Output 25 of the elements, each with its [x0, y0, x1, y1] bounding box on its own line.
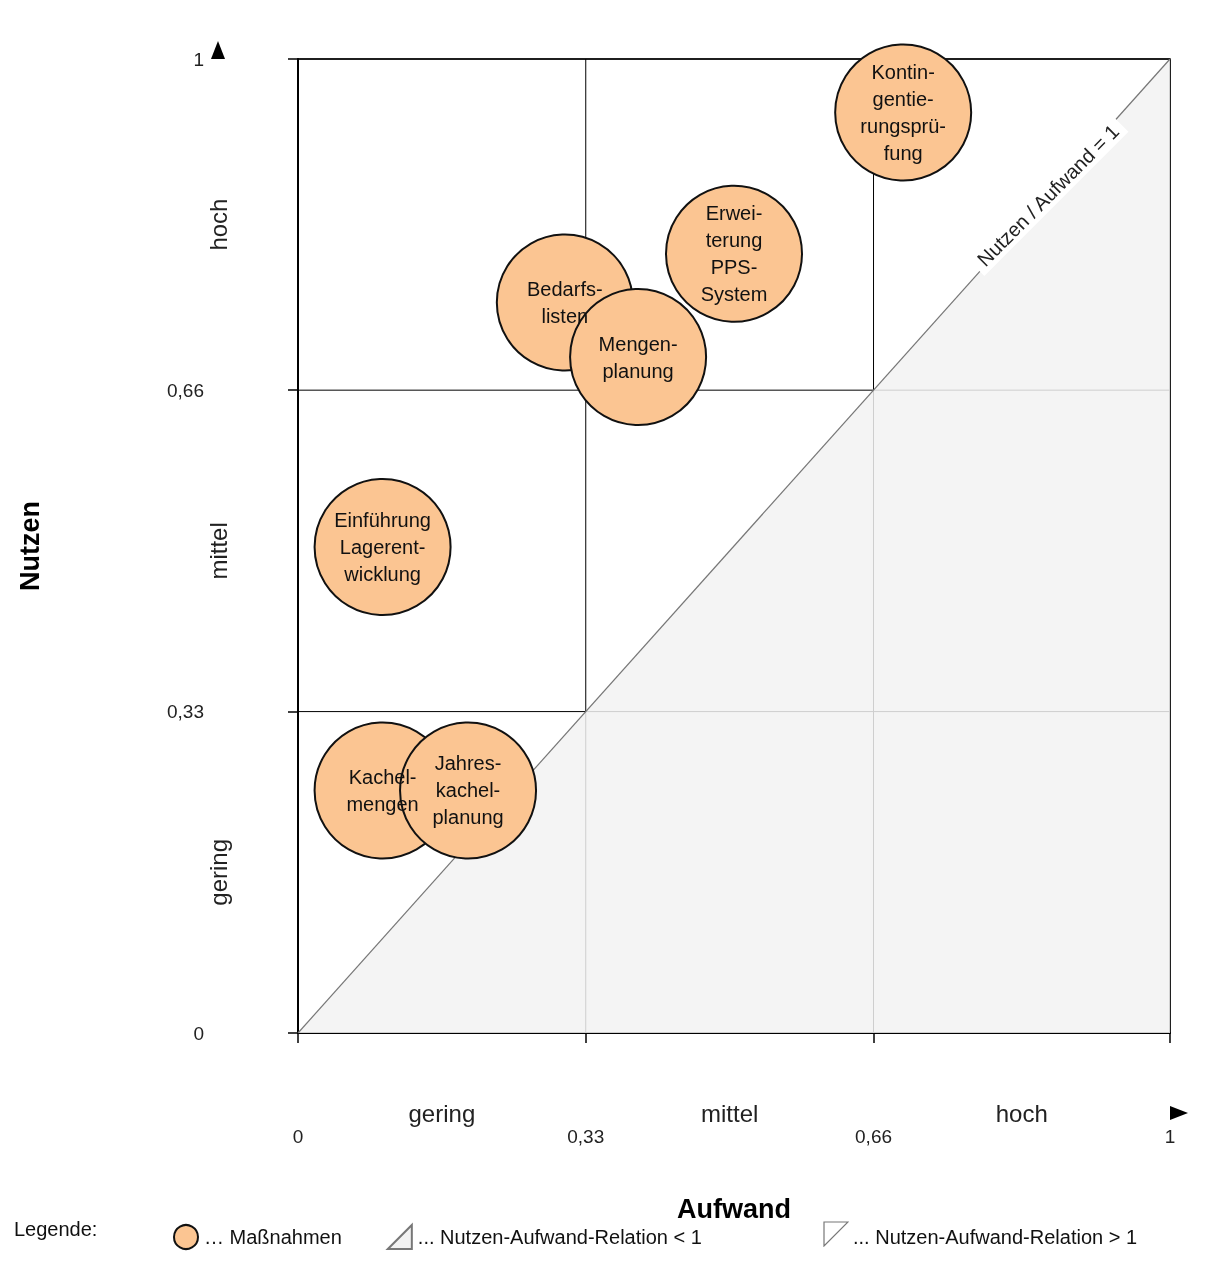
- x-tick-label: 0,66: [855, 1126, 893, 1147]
- text: gering: [204, 838, 232, 906]
- text: mittel: [700, 1099, 759, 1127]
- legend-title: Legende:: [14, 1218, 98, 1240]
- data-label: Erwei- terung PPS- System: [700, 202, 768, 306]
- x-tick-label: 1: [1164, 1126, 1176, 1147]
- y-axis-title: Nutzen: [14, 501, 45, 591]
- data-label: Kontin- gentie- rungsprü- fung: [860, 61, 946, 165]
- text: hoch: [204, 198, 232, 251]
- text: ... Nutzen-Aufwand-Relation > 1: [853, 1226, 1138, 1248]
- y-tick-label: 0: [193, 1022, 204, 1044]
- data-label: Jahres- kachel- planung: [432, 752, 504, 829]
- x-tick-label: 0: [292, 1126, 304, 1147]
- text: hoch: [995, 1099, 1048, 1127]
- legend-label: … Maßnahmen: [204, 1226, 342, 1248]
- y-tick-label: 1: [193, 48, 204, 70]
- x-axis-title: Aufwand: [677, 1193, 791, 1224]
- data-label: Mengen- planung: [598, 332, 678, 382]
- text: gering: [408, 1099, 476, 1127]
- y-tick-label: 0,66: [167, 379, 204, 401]
- data-label: Einführung Lagerent- wicklung: [334, 508, 431, 585]
- x-tick-label: 0,33: [567, 1126, 605, 1147]
- text: mittel: [204, 522, 232, 580]
- y-tick-label: 0,33: [167, 701, 204, 723]
- legend-label: ... Nutzen-Aufwand-Relation < 1: [417, 1226, 702, 1248]
